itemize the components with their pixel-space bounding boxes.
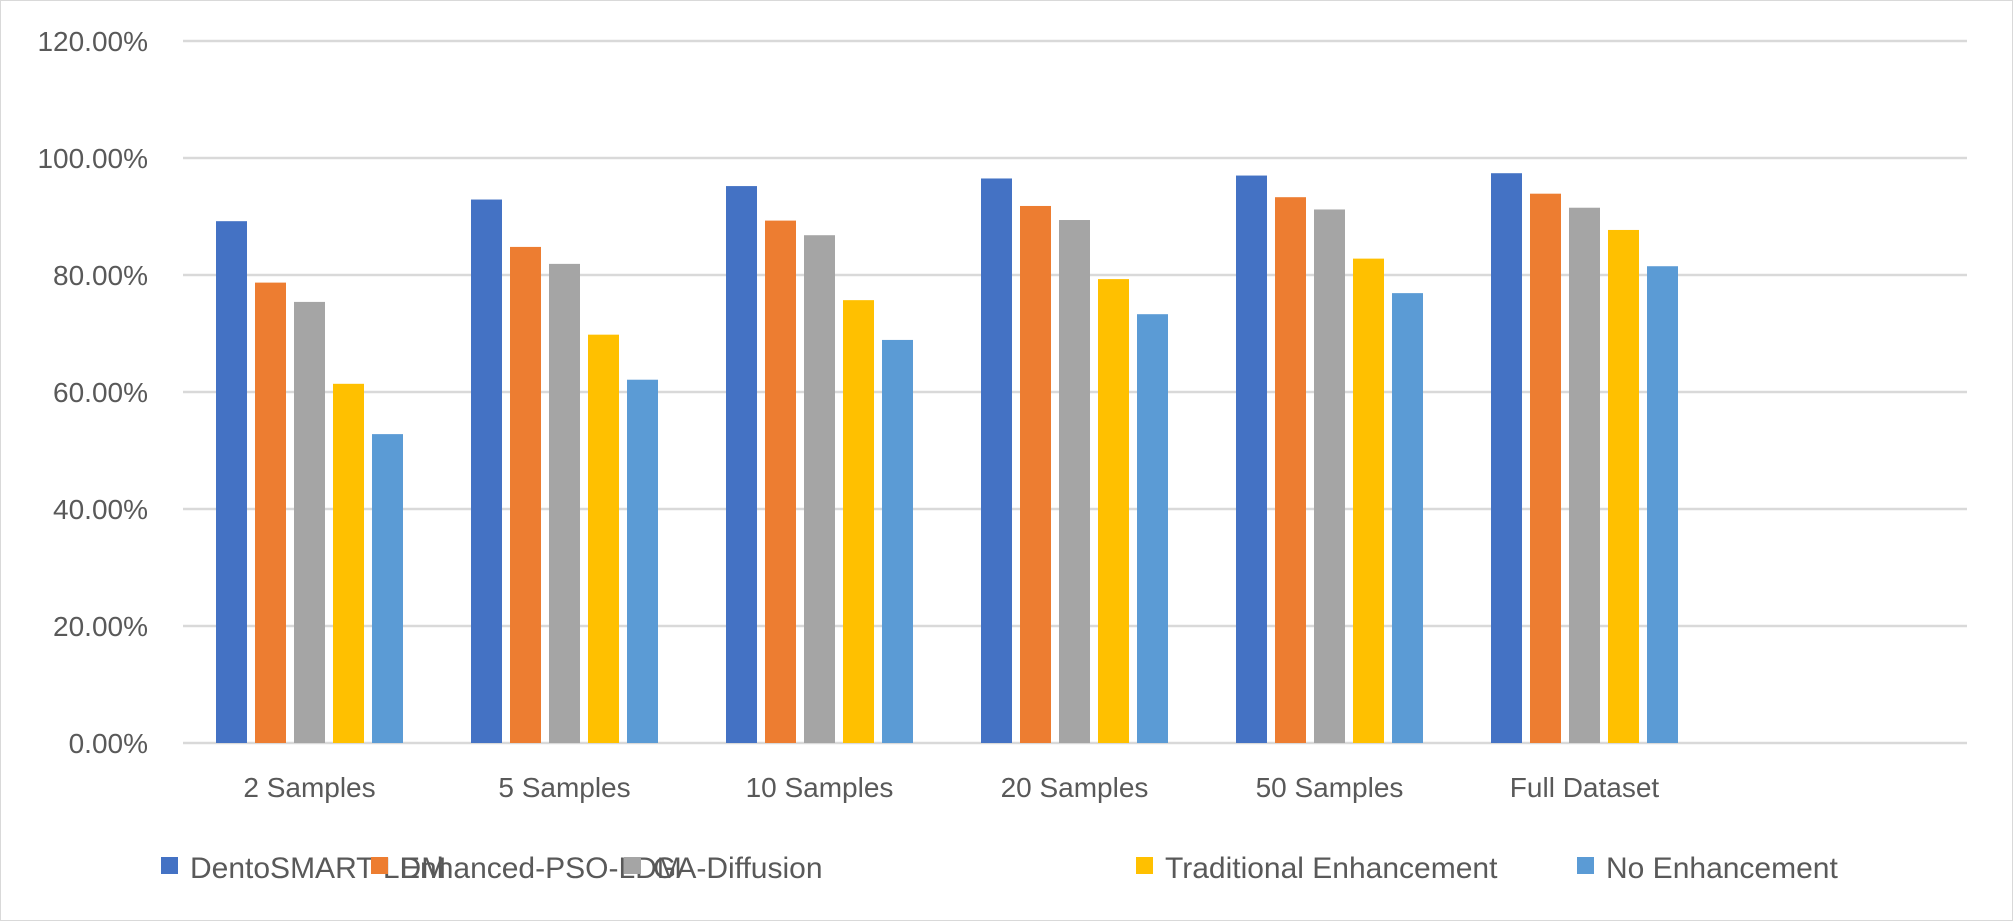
bar — [627, 379, 658, 743]
bar — [1137, 314, 1168, 743]
x-axis-tick-labels: 2 Samples 5 Samples 10 Samples 20 Samples 50… — [243, 772, 1659, 803]
x-tick-label: 2 Samples — [243, 772, 375, 803]
bar — [294, 301, 325, 743]
bars — [216, 173, 1678, 744]
bar — [1275, 197, 1306, 743]
bar — [1314, 209, 1345, 744]
y-tick-label: 20.00% — [53, 611, 148, 642]
y-tick-label: 120.00% — [37, 26, 148, 57]
bar — [726, 186, 757, 743]
legend-swatch — [624, 857, 641, 874]
bar — [1059, 220, 1090, 743]
y-tick-label: 80.00% — [53, 260, 148, 291]
x-tick-label: 50 Samples — [1256, 772, 1404, 803]
bar — [1392, 293, 1423, 743]
bar — [843, 300, 874, 743]
legend-swatch — [371, 857, 388, 874]
bar — [1530, 193, 1561, 743]
bar — [765, 220, 796, 744]
legend-swatch — [1577, 857, 1594, 874]
legend-label: Traditional Enhancement — [1165, 852, 1498, 885]
y-tick-label: 0.00% — [69, 728, 148, 759]
bar — [1647, 266, 1678, 743]
bar — [372, 434, 403, 743]
x-tick-label: Full Dataset — [1510, 772, 1660, 803]
bar — [1236, 175, 1267, 744]
legend-swatch — [161, 857, 178, 874]
bar — [333, 383, 364, 743]
legend-item: No Enhancement — [1577, 852, 1838, 885]
legend-item: Traditional Enhancement — [1136, 852, 1498, 885]
bar — [1098, 279, 1129, 743]
y-axis-tick-labels: 0.00% 20.00% 40.00% 60.00% 80.00% 100.00% 120.… — [37, 26, 148, 759]
bar — [1491, 173, 1522, 743]
bar — [1569, 207, 1600, 744]
bar — [1353, 258, 1384, 743]
legend-item: GA-Diffusion — [624, 852, 823, 885]
bar — [1020, 205, 1051, 744]
x-tick-label: 5 Samples — [498, 772, 630, 803]
bar — [255, 282, 286, 743]
bar — [216, 221, 247, 743]
bar — [471, 199, 502, 743]
bar — [981, 178, 1012, 744]
bar — [588, 334, 619, 743]
bar — [510, 246, 541, 744]
bar — [804, 235, 835, 743]
y-tick-label: 40.00% — [53, 494, 148, 525]
legend-item: DentoSMART-LDM — [161, 852, 446, 885]
legend-label: GA-Diffusion — [653, 852, 823, 885]
y-tick-label: 100.00% — [37, 143, 148, 174]
bar — [1608, 229, 1639, 743]
y-tick-label: 60.00% — [53, 377, 148, 408]
legend: DentoSMART-LDMEnhanced-PSO-LDMGA-Diffusi… — [161, 852, 1838, 885]
bar — [549, 263, 580, 743]
bar — [882, 339, 913, 743]
legend-label: DentoSMART-LDM — [190, 852, 446, 885]
x-tick-label: 10 Samples — [746, 772, 894, 803]
legend-swatch — [1136, 857, 1153, 874]
x-tick-label: 20 Samples — [1001, 772, 1149, 803]
legend-label: No Enhancement — [1606, 852, 1838, 885]
